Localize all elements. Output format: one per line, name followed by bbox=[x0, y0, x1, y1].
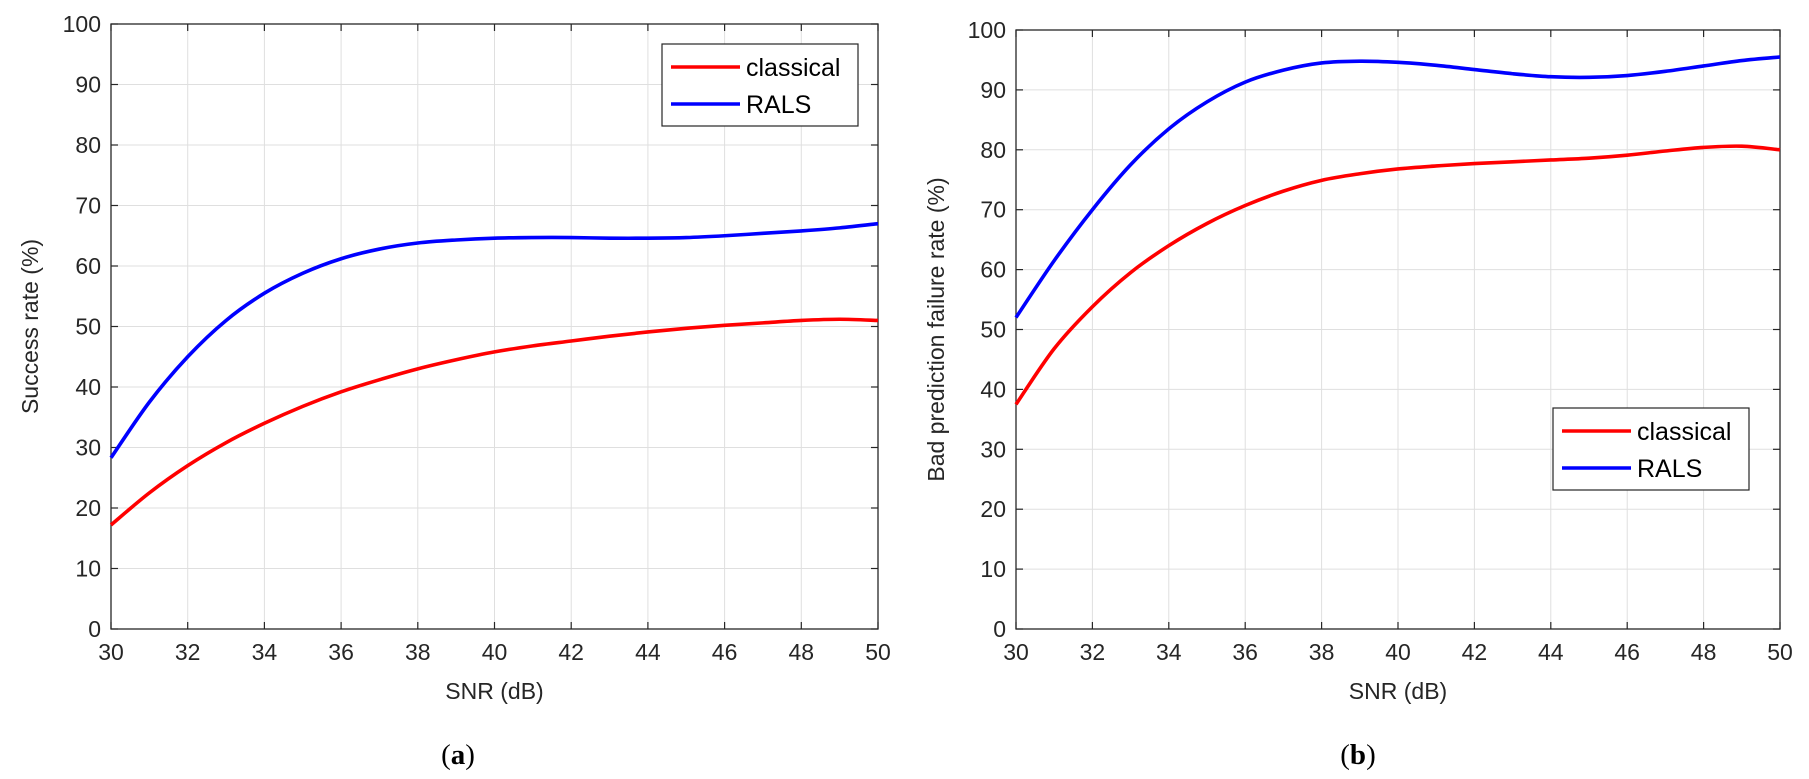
y-tick-label: 100 bbox=[968, 17, 1006, 43]
x-tick-label: 30 bbox=[1003, 639, 1029, 665]
x-tick-label: 48 bbox=[789, 639, 815, 665]
x-tick-label: 42 bbox=[558, 639, 584, 665]
x-tick-label: 44 bbox=[1538, 639, 1564, 665]
legend-label-rals: RALS bbox=[746, 91, 811, 119]
x-tick-label: 38 bbox=[1309, 639, 1335, 665]
x-tick-label: 32 bbox=[175, 639, 201, 665]
y-tick-label: 40 bbox=[980, 376, 1006, 402]
legend: classical RALS bbox=[661, 43, 859, 127]
y-tick-label: 30 bbox=[75, 435, 101, 461]
series-line-rals bbox=[1014, 55, 1781, 319]
y-tick-label: 80 bbox=[75, 132, 101, 158]
x-tick-label: 34 bbox=[252, 639, 278, 665]
x-axis-label: SNR (dB) bbox=[1349, 678, 1447, 704]
x-tick-label: 34 bbox=[1156, 639, 1182, 665]
x-tick-label: 48 bbox=[1691, 639, 1717, 665]
x-tick-label: 50 bbox=[1767, 639, 1793, 665]
panel-caption: (b) bbox=[1340, 739, 1375, 771]
series-line-classical bbox=[109, 317, 879, 527]
x-tick-label: 50 bbox=[865, 639, 891, 665]
x-tick-label: 46 bbox=[712, 639, 738, 665]
y-tick-label: 50 bbox=[980, 317, 1006, 343]
x-tick-label: 36 bbox=[1232, 639, 1258, 665]
legend-box bbox=[1552, 407, 1750, 491]
y-tick-label: 0 bbox=[88, 616, 101, 642]
panel-caption: (a) bbox=[441, 739, 475, 771]
y-tick-label: 30 bbox=[980, 436, 1006, 462]
y-tick-label: 90 bbox=[980, 77, 1006, 103]
legend-label-classical: classical bbox=[1637, 418, 1731, 446]
x-tick-label: 36 bbox=[328, 639, 354, 665]
x-tick-label: 40 bbox=[1385, 639, 1411, 665]
series-line-classical bbox=[1014, 144, 1781, 406]
x-tick-label: 38 bbox=[405, 639, 431, 665]
y-tick-label: 100 bbox=[63, 11, 101, 37]
y-tick-label: 90 bbox=[75, 72, 101, 98]
x-tick-label: 30 bbox=[98, 639, 124, 665]
y-tick-label: 0 bbox=[993, 616, 1006, 642]
y-tick-label: 20 bbox=[75, 495, 101, 521]
chart-panel-b: 30 32 34 36 38 40 42 44 46 48 50 0 10 20 30 40 50 60 70 80 9… bbox=[923, 17, 1793, 771]
y-tick-label: 70 bbox=[75, 193, 101, 219]
y-tick-label: 70 bbox=[980, 197, 1006, 223]
chart-panel-a: 30 32 34 36 38 40 42 44 46 48 50 0 10 20 30 40 50 60 70 80 9… bbox=[17, 11, 891, 771]
series-line-rals bbox=[109, 221, 879, 459]
y-tick-label: 80 bbox=[980, 137, 1006, 163]
legend-label-classical: classical bbox=[746, 54, 840, 82]
y-tick-label: 10 bbox=[75, 556, 101, 582]
y-tick-label: 10 bbox=[980, 556, 1006, 582]
x-tick-label: 40 bbox=[482, 639, 508, 665]
y-tick-label: 60 bbox=[980, 257, 1006, 283]
x-tick-label: 42 bbox=[1462, 639, 1488, 665]
y-tick-label: 40 bbox=[75, 374, 101, 400]
x-axis-label: SNR (dB) bbox=[445, 678, 543, 704]
y-tick-label: 20 bbox=[980, 496, 1006, 522]
legend-box bbox=[661, 43, 859, 127]
y-tick-label: 60 bbox=[75, 253, 101, 279]
y-tick-label: 50 bbox=[75, 314, 101, 340]
y-axis-label: Success rate (%) bbox=[17, 239, 43, 414]
x-tick-label: 44 bbox=[635, 639, 661, 665]
legend: classical RALS bbox=[1552, 407, 1750, 491]
legend-label-rals: RALS bbox=[1637, 455, 1702, 483]
x-tick-label: 32 bbox=[1080, 639, 1106, 665]
y-axis-label: Bad prediction failure rate (%) bbox=[923, 177, 949, 481]
x-tick-label: 46 bbox=[1614, 639, 1640, 665]
